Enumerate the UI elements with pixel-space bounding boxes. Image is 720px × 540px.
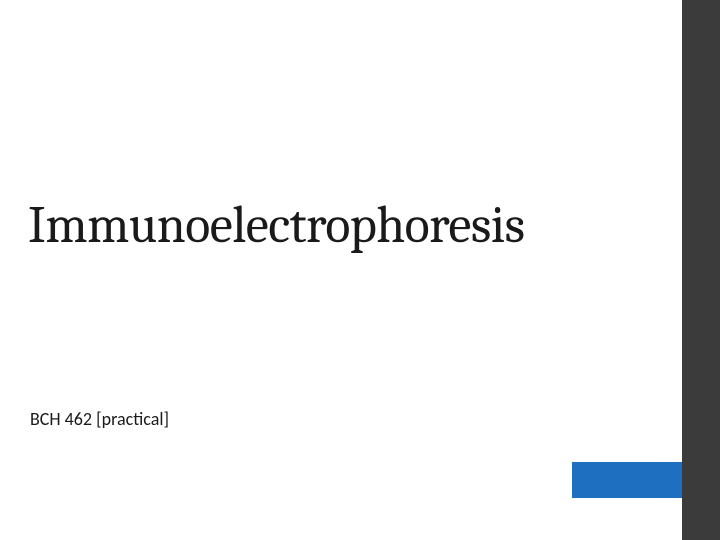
sidebar-decoration (682, 0, 720, 540)
accent-block (572, 462, 682, 498)
slide-title: Immunoelectrophoresis (28, 195, 525, 255)
slide-container: Immunoelectrophoresis BCH 462 [practical… (0, 0, 720, 540)
slide-subtitle: BCH 462 [practical] (30, 408, 169, 430)
